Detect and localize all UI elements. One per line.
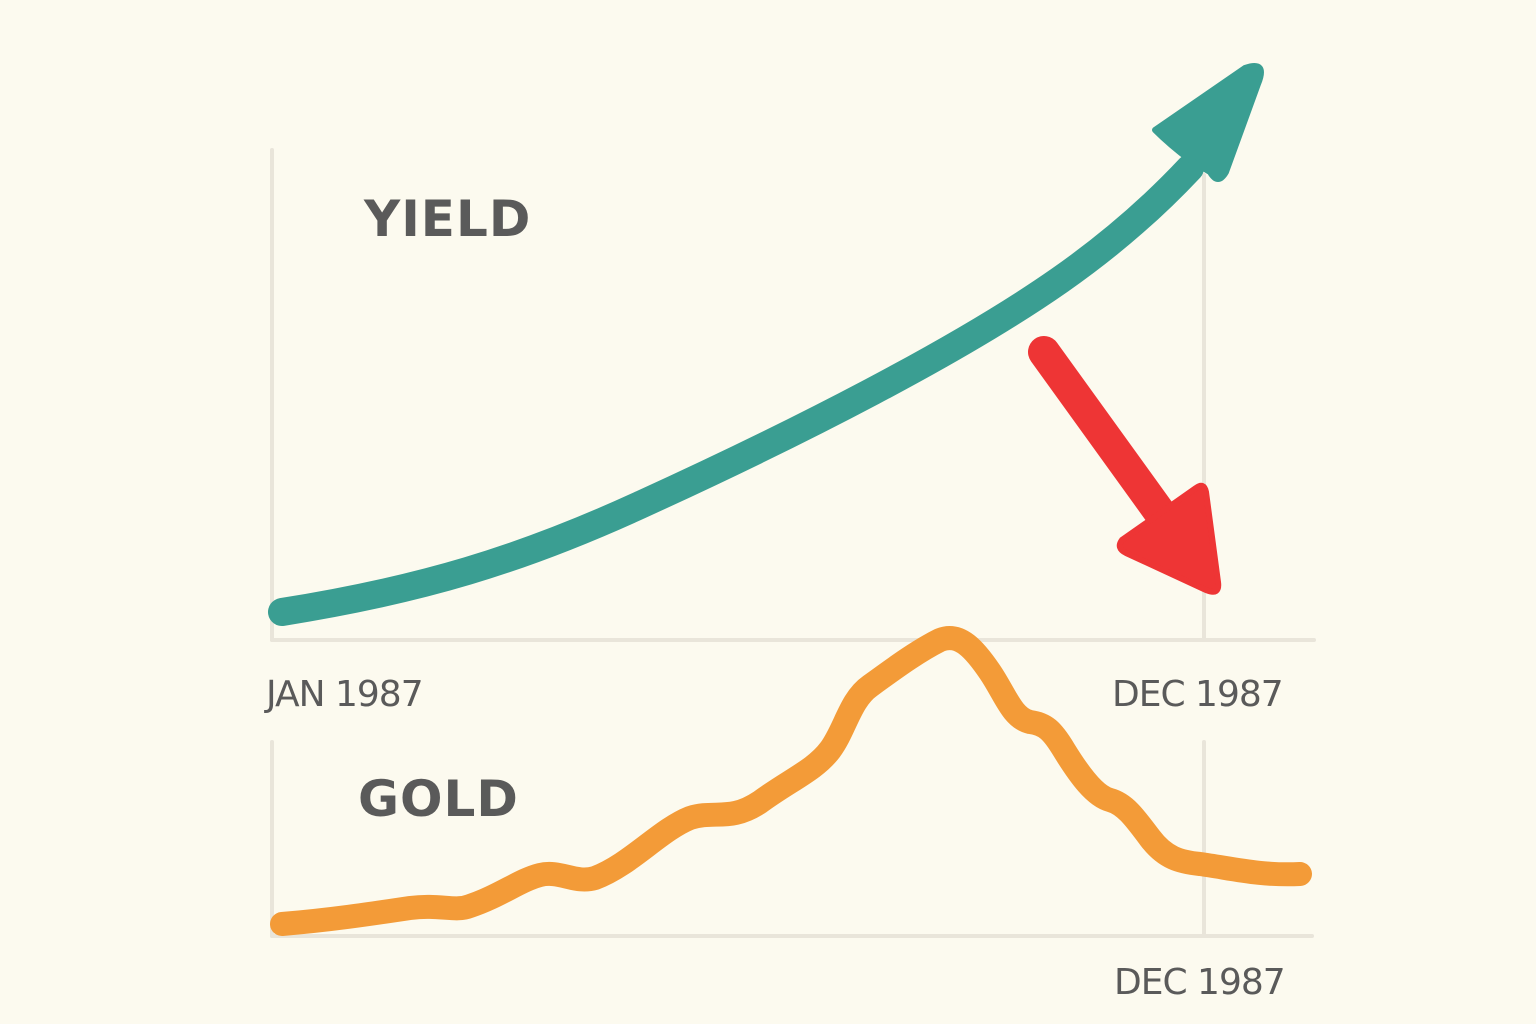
gold-title: GOLD — [358, 770, 519, 828]
yield-x-start-label: JAN 1987 — [264, 674, 423, 715]
down-arrow-icon — [1028, 336, 1222, 595]
gold-panel: GOLD DEC 1987 — [270, 626, 1314, 1003]
yield-x-end-label: DEC 1987 — [1112, 674, 1283, 715]
yield-title: YIELD — [363, 190, 531, 248]
yield-panel: YIELD JAN 1987 DEC 1987 — [264, 63, 1316, 715]
yield-line — [268, 154, 1204, 626]
up-arrow-icon — [1152, 63, 1264, 182]
gold-line — [270, 626, 1312, 936]
gold-x-end-label: DEC 1987 — [1114, 962, 1285, 1003]
